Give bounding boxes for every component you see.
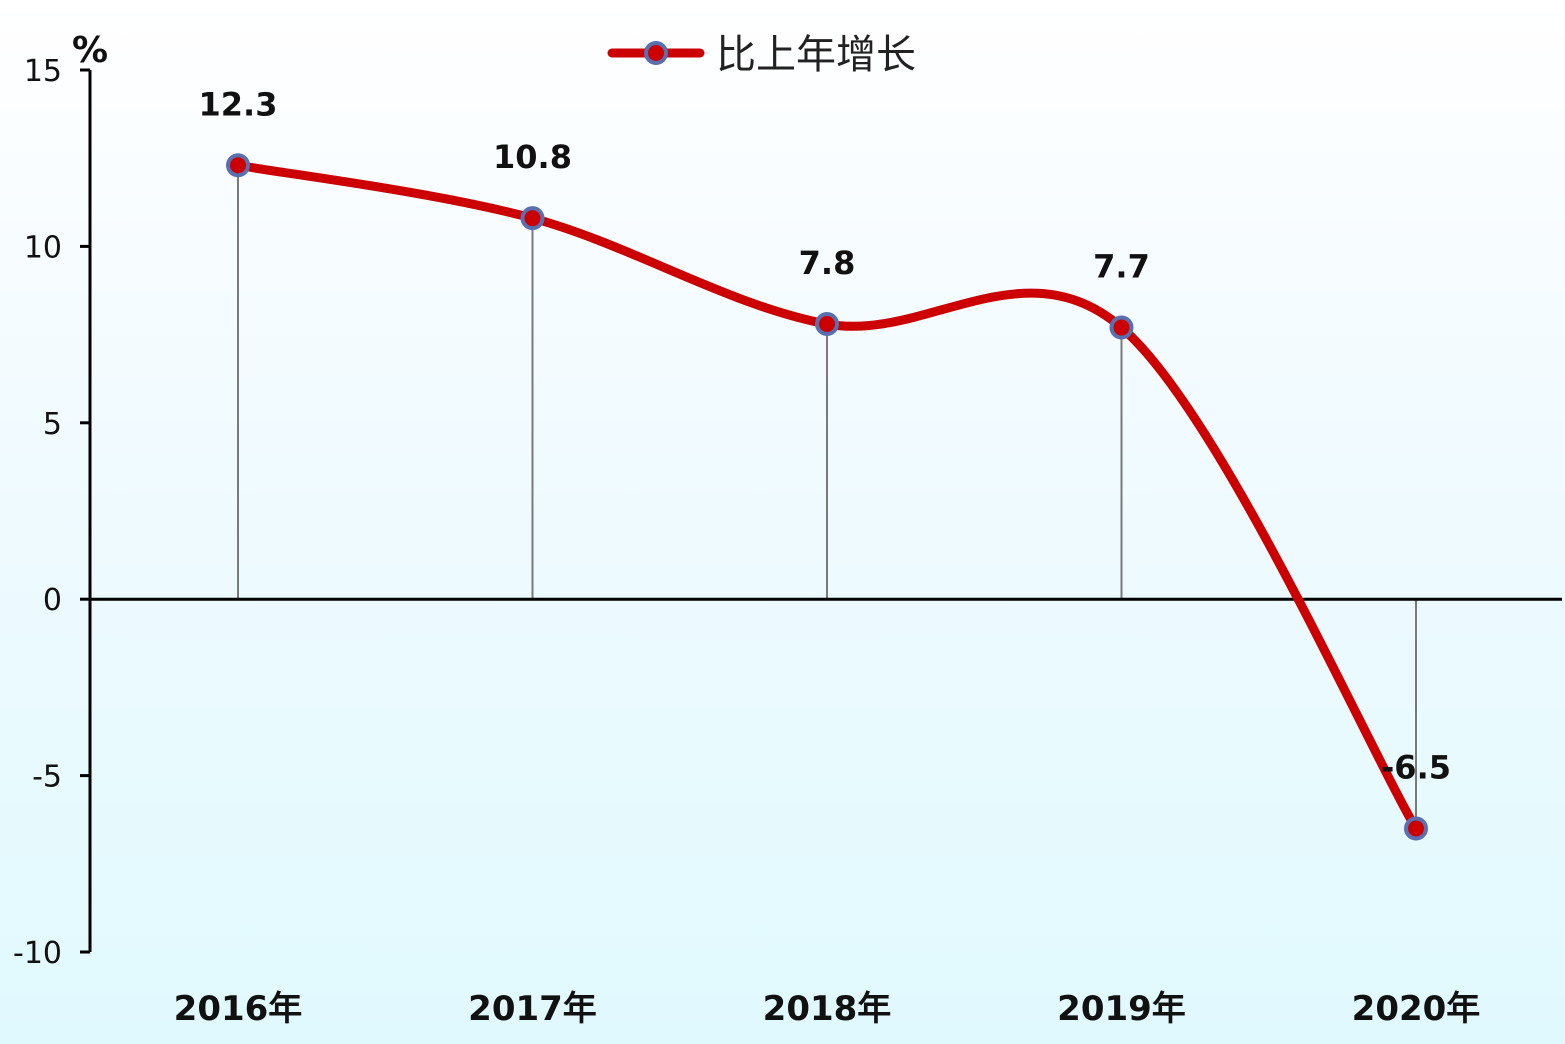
series-line (233, 160, 1421, 834)
legend: 比上年增长 (607, 32, 916, 78)
x-axis-label: 2017年 (468, 989, 597, 1029)
series-markers (226, 153, 1428, 841)
y-tick-label: 15 (24, 54, 62, 89)
series-point (815, 312, 839, 337)
y-tick-label: 5 (43, 407, 62, 442)
axes (88, 70, 1562, 952)
y-tick-label: 10 (24, 230, 62, 265)
y-tick-label: -10 (13, 936, 62, 971)
data-label: 7.8 (799, 244, 856, 282)
y-axis-unit: % (72, 30, 108, 71)
data-label: -6.5 (1381, 749, 1451, 787)
data-label: 7.7 (1093, 248, 1150, 286)
x-axis-label: 2019年 (1057, 989, 1186, 1029)
x-axis-label: 2020年 (1352, 989, 1481, 1029)
y-tick-label: 0 (43, 583, 62, 618)
x-axis-label: 2016年 (174, 989, 303, 1029)
series-point (226, 153, 250, 178)
x-axis-label: 2018年 (763, 989, 892, 1029)
drop-lines (237, 165, 1417, 829)
series-point (1109, 315, 1134, 340)
series-point (520, 206, 545, 231)
legend-marker-swatch (644, 41, 668, 65)
legend-label: 比上年增长 (716, 32, 916, 78)
y-axis-ticks: 15 10 5 0 -5 -10 (13, 54, 90, 971)
x-axis-labels: 2016年 2017年 2018年 2019年 2020年 (174, 989, 1481, 1029)
y-tick-label: -5 (32, 760, 62, 795)
data-labels: 12.3 10.8 7.8 7.7 -6.5 (199, 85, 1451, 786)
data-label: 12.3 (199, 85, 278, 123)
data-label: 10.8 (493, 138, 572, 176)
series-point (1404, 816, 1428, 841)
